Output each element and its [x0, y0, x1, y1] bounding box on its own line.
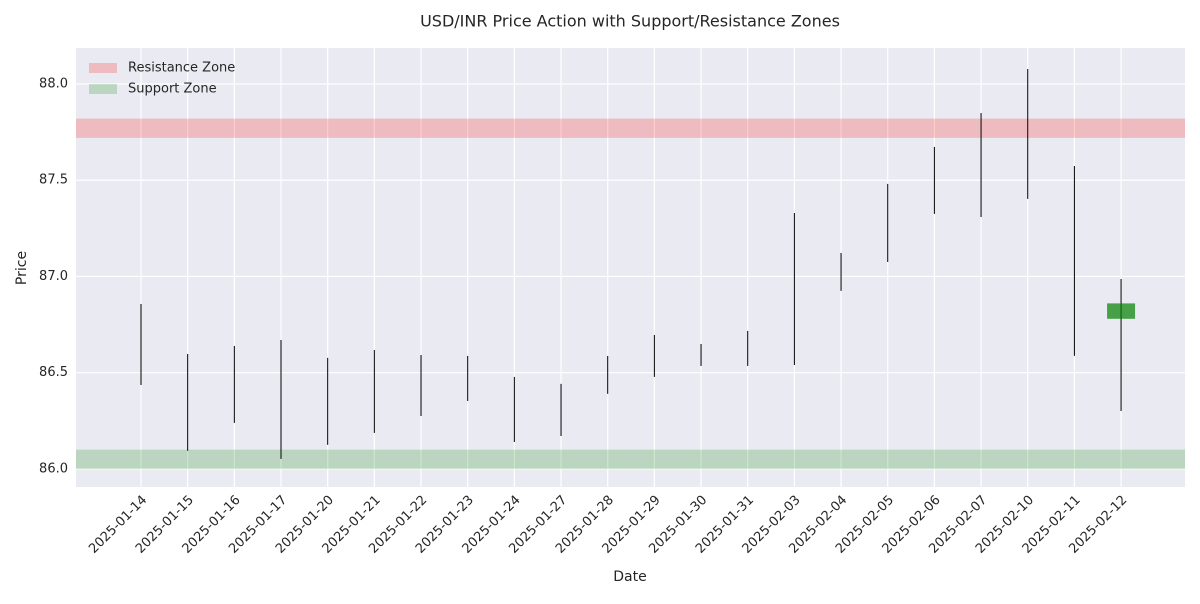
zone: [76, 118, 1185, 138]
candle-body: [1107, 303, 1136, 319]
legend-label: Resistance Zone: [128, 61, 235, 76]
x-axis-label: Date: [613, 569, 646, 585]
y-tick-label: 87.5: [39, 173, 68, 188]
legend-swatch: [89, 63, 117, 73]
y-tick-label: 86.5: [39, 365, 68, 380]
legend-swatch: [89, 84, 117, 94]
y-tick-label: 88.0: [39, 76, 68, 91]
y-tick-label: 87.0: [39, 269, 68, 284]
legend-label: Support Zone: [128, 82, 217, 97]
zone: [76, 449, 1185, 469]
y-tick-label: 86.0: [39, 461, 68, 476]
y-axis-label: Price: [14, 251, 30, 285]
chart-title: USD/INR Price Action with Support/Resist…: [420, 12, 840, 31]
plot-area: [76, 48, 1185, 487]
